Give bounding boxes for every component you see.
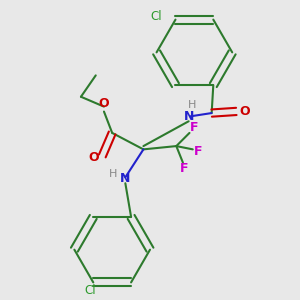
Text: O: O	[239, 105, 250, 118]
Text: O: O	[89, 151, 99, 164]
Text: F: F	[190, 122, 199, 134]
Text: O: O	[98, 97, 109, 110]
Text: N: N	[120, 172, 130, 185]
Text: H: H	[188, 100, 196, 110]
Text: F: F	[180, 162, 189, 175]
Text: Cl: Cl	[84, 284, 96, 297]
Text: F: F	[194, 145, 202, 158]
Text: H: H	[109, 169, 117, 179]
Text: Cl: Cl	[151, 10, 162, 23]
Text: N: N	[184, 110, 194, 123]
